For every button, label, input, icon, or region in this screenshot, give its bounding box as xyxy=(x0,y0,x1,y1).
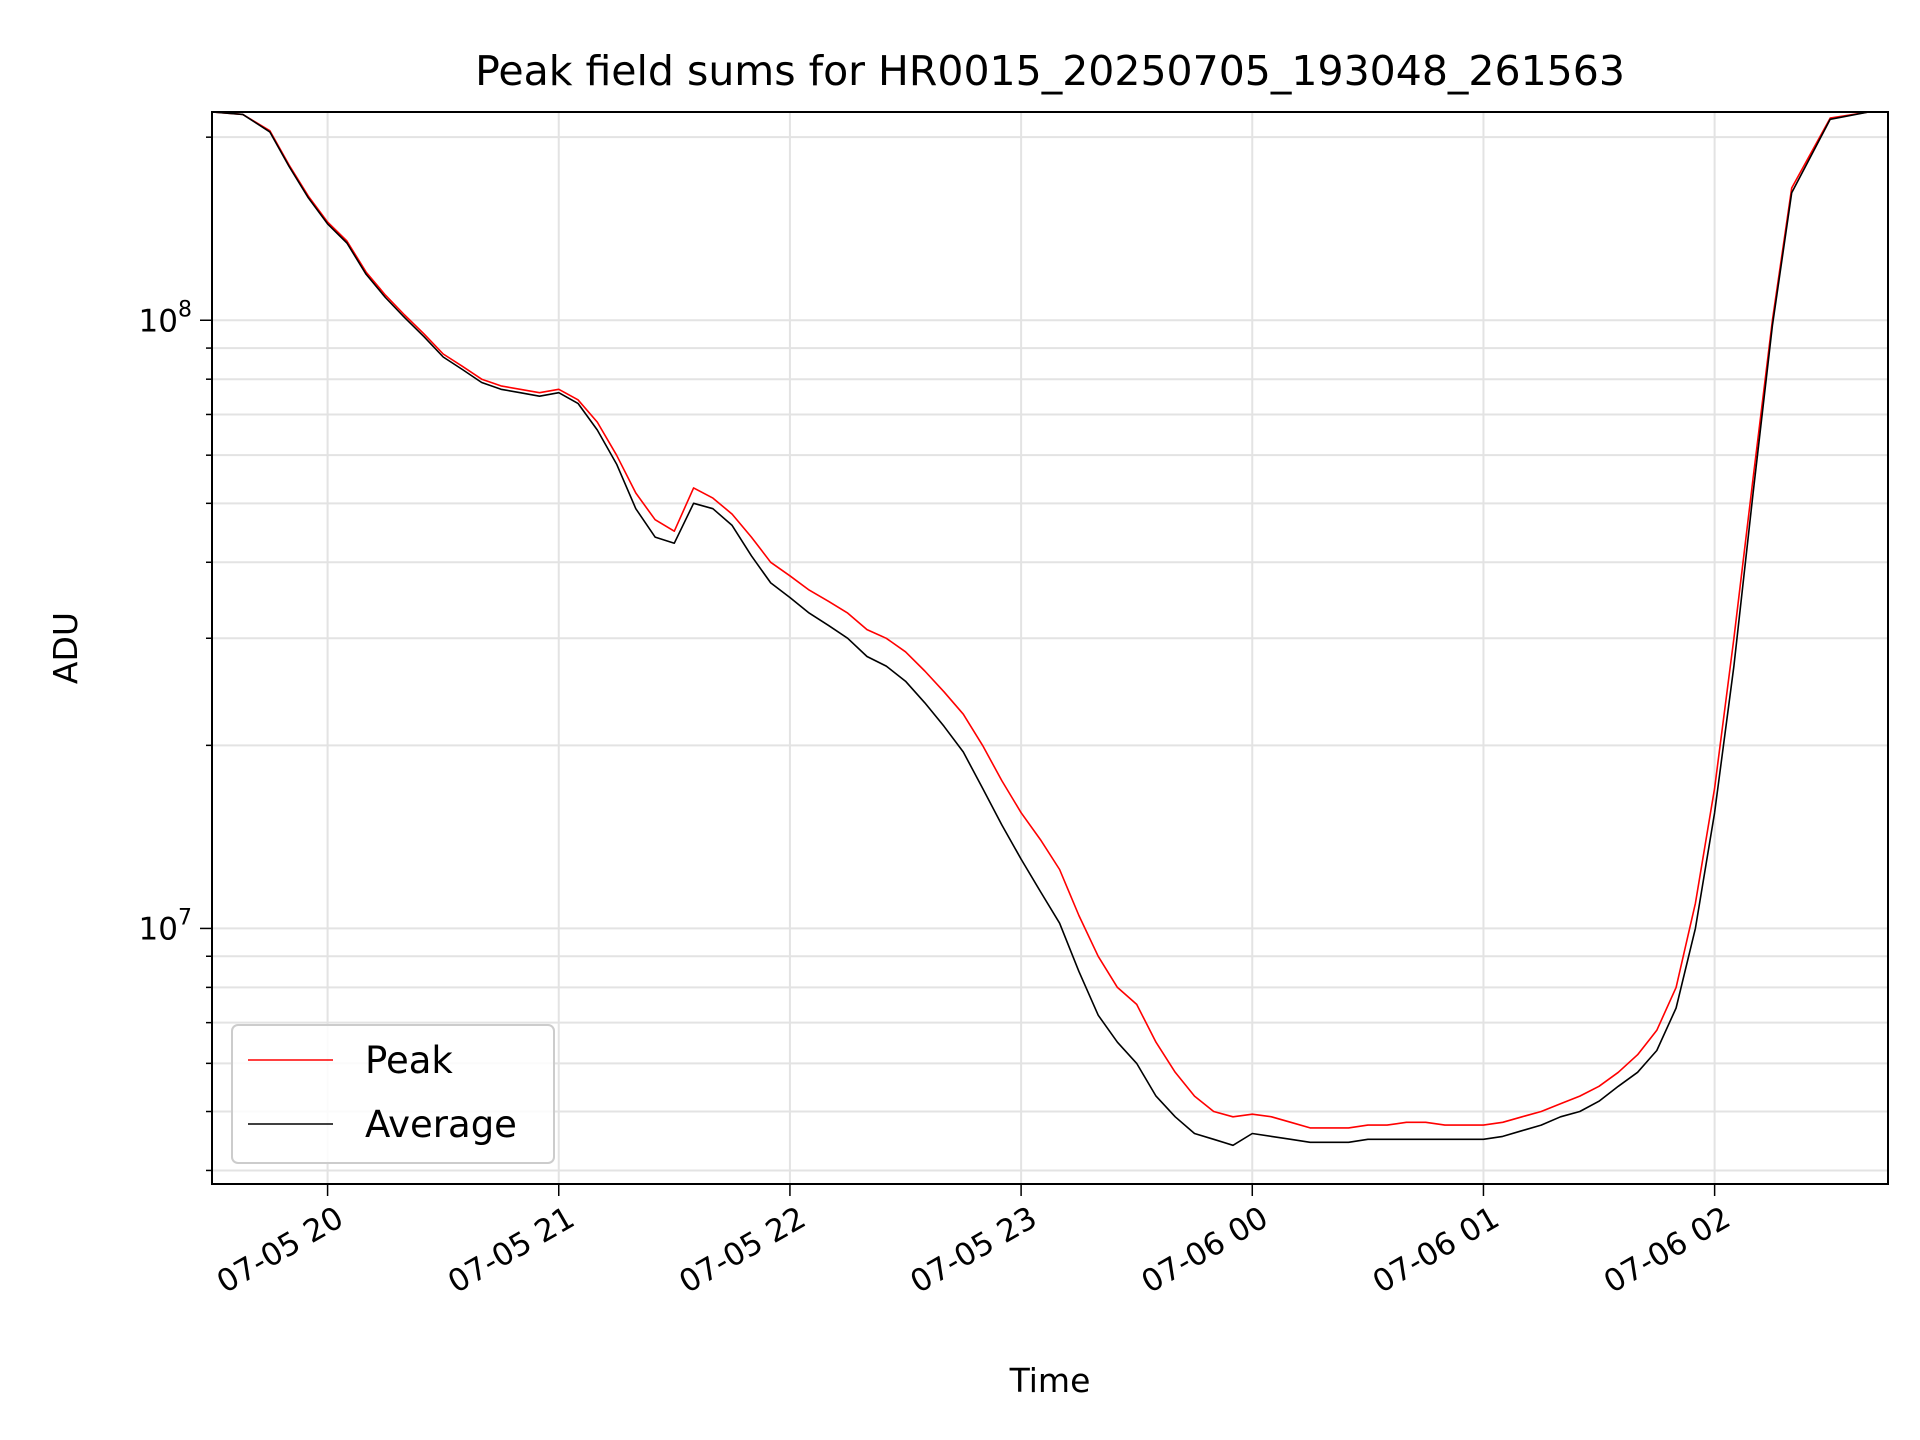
series-line-average xyxy=(211,111,1888,1147)
series-line-peak xyxy=(211,111,1888,1129)
plot-frame xyxy=(211,111,1889,1185)
y-axis-title: ADU xyxy=(46,612,85,684)
y-tick-label: 108 xyxy=(139,297,192,339)
x-axis-title: Time xyxy=(1009,1361,1091,1400)
legend-peak-label: Peak xyxy=(365,1039,453,1082)
y-tick-label: 107 xyxy=(139,905,192,947)
series-layer xyxy=(211,111,1888,1147)
legend-average-label: Average xyxy=(365,1103,517,1146)
legend: Peak Average xyxy=(231,1024,555,1164)
y-axis: 107 108 xyxy=(139,136,212,1172)
chart-title: Peak field sums for HR0015_20250705_1930… xyxy=(475,47,1625,95)
